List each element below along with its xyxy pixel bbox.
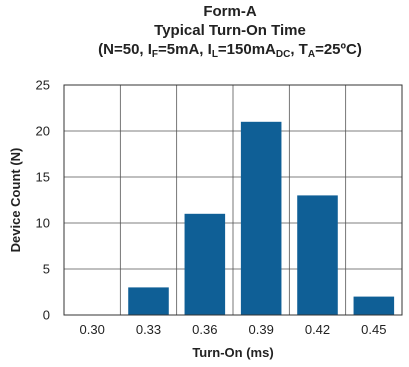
- conditions-part: =150mA: [217, 41, 276, 58]
- y-axis-label: Device Count (N): [8, 148, 23, 253]
- conditions-subscript: L: [211, 49, 218, 60]
- plot-frame: [63, 84, 403, 316]
- x-tick-label: 0.45: [361, 322, 386, 337]
- x-tick-label: 0.33: [136, 322, 161, 337]
- bar: [297, 195, 338, 315]
- y-tick-labels: 0 5 10 15 20 25: [36, 78, 50, 323]
- conditions-subscript: DC: [275, 49, 291, 60]
- x-tick-label: 0.30: [80, 322, 105, 337]
- y-tick-label: 0: [43, 308, 50, 323]
- conditions-part: =5mA, I: [158, 41, 212, 58]
- conditions-part: (N=50, I: [98, 41, 152, 58]
- y-tick-label: 20: [36, 124, 50, 139]
- x-tick-labels: 0.30 0.33 0.36 0.39 0.42 0.45: [80, 322, 387, 337]
- chart-conditions: (N=50, IF=5mA, IL=150mADC, TA=25ºC): [40, 40, 409, 60]
- bar: [128, 287, 169, 315]
- bar: [353, 296, 395, 315]
- conditions-subscript: F: [151, 49, 159, 60]
- y-tick-label: 10: [36, 216, 50, 231]
- bar: [240, 121, 282, 315]
- y-tick-label: 5: [43, 262, 50, 277]
- conditions-subscript: A: [307, 49, 316, 60]
- x-tick-label: 0.39: [249, 322, 274, 337]
- grid-layer: [64, 85, 402, 315]
- chart-title: Form-A: [203, 3, 257, 20]
- x-tick-label: 0.36: [192, 322, 217, 337]
- plot-border: [63, 84, 403, 316]
- bars-layer: [128, 121, 395, 315]
- conditions-part: =25ºC): [315, 41, 362, 58]
- y-tick-label: 15: [36, 170, 50, 185]
- y-tick-label: 25: [36, 78, 50, 93]
- x-tick-label: 0.42: [305, 322, 330, 337]
- conditions-part: , T: [290, 41, 308, 58]
- bar: [184, 213, 226, 315]
- x-axis-label: Turn-On (ms): [192, 345, 273, 360]
- chart-title-block: Form-A Typical Turn-On Time (N=50, IF=5m…: [40, 2, 409, 60]
- chart-subtitle: Typical Turn-On Time: [154, 22, 306, 39]
